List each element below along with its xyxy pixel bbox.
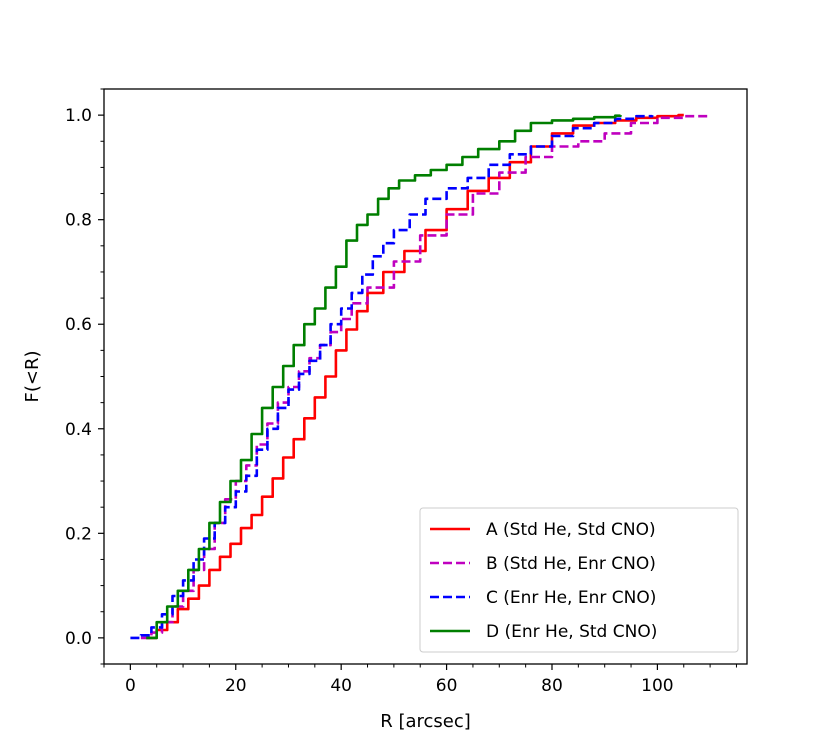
y-tick-label: 0.2 bbox=[65, 524, 92, 544]
legend-entries: A (Std He, Std CNO) B (Std He, Enr CNO) C … bbox=[430, 520, 657, 642]
series-line-d bbox=[146, 114, 622, 640]
x-tick-label: 80 bbox=[541, 676, 563, 696]
x-tick-label: 100 bbox=[641, 676, 673, 696]
x-axis-label: R [arcsec] bbox=[380, 711, 471, 732]
ticks-layer: 0 20 40 60 80 100 0.0 0.2 0.4 0.6 0.8 1.0 bbox=[65, 88, 737, 696]
y-axis-label: F(<R) bbox=[22, 351, 43, 403]
legend-label-d: D (Enr He, Std CNO) bbox=[486, 622, 657, 642]
legend-box bbox=[419, 507, 739, 653]
y-tick-label: 0.8 bbox=[65, 211, 92, 231]
series-layer bbox=[130, 113, 712, 640]
y-tick-label: 0.6 bbox=[65, 315, 92, 335]
y-tick-label: 0.0 bbox=[65, 629, 92, 649]
legend-label-b: B (Std He, Enr CNO) bbox=[486, 554, 656, 574]
y-tick-label: 0.4 bbox=[65, 420, 92, 440]
y-tick-label: 1.0 bbox=[65, 106, 92, 126]
series-line-a bbox=[146, 113, 684, 640]
x-tick-label: 0 bbox=[125, 676, 136, 696]
x-tick-label: 60 bbox=[436, 676, 458, 696]
legend: A (Std He, Std CNO) B (Std He, Enr CNO) C … bbox=[419, 507, 739, 653]
series-line-c bbox=[130, 114, 654, 640]
legend-label-a: A (Std He, Std CNO) bbox=[486, 520, 656, 540]
legend-label-c: C (Enr He, Enr CNO) bbox=[486, 588, 656, 608]
x-tick-label: 20 bbox=[225, 676, 247, 696]
x-tick-label: 40 bbox=[330, 676, 352, 696]
